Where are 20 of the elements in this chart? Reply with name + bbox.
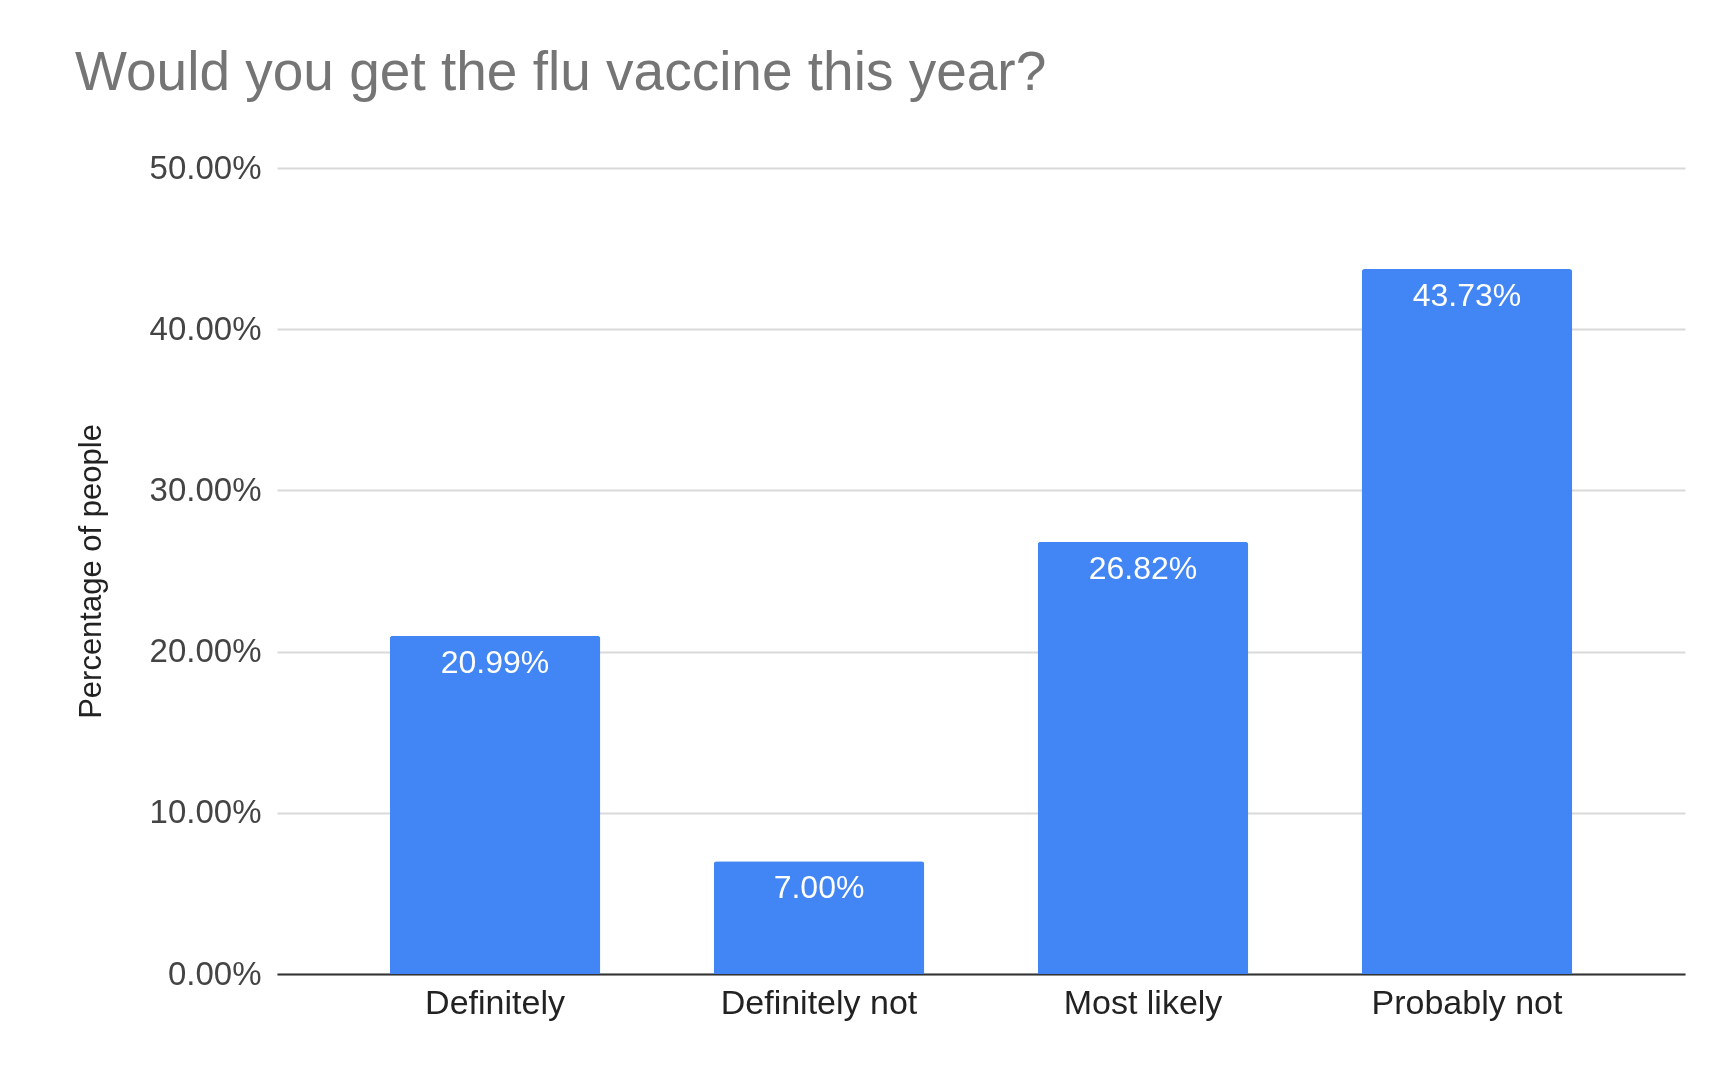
y-tick-label: 40.00% [149, 309, 262, 347]
y-tick-label: 0.00% [167, 954, 262, 992]
data-label: 7.00% [773, 869, 865, 906]
bar [1037, 541, 1249, 974]
chart-title: Would you get the flu vaccine this year? [75, 40, 1047, 102]
x-tick-label: Definitely not [720, 982, 918, 1021]
y-axis-title: Percentage of people [72, 424, 108, 719]
data-label: 43.73% [1412, 277, 1522, 314]
y-tick-label: 30.00% [149, 470, 262, 508]
data-label: 20.99% [440, 643, 550, 680]
y-tick-label: 20.00% [149, 632, 262, 670]
bar [389, 635, 601, 974]
x-tick-label: Probably not [1371, 982, 1563, 1021]
x-tick-label: Most likely [1063, 982, 1223, 1021]
data-label: 26.82% [1088, 549, 1198, 586]
bar [1361, 269, 1573, 974]
bar [713, 861, 925, 974]
y-tick-label: 10.00% [149, 793, 262, 831]
x-tick-label: Definitely [425, 982, 565, 1021]
y-tick-label: 50.00% [149, 148, 262, 186]
